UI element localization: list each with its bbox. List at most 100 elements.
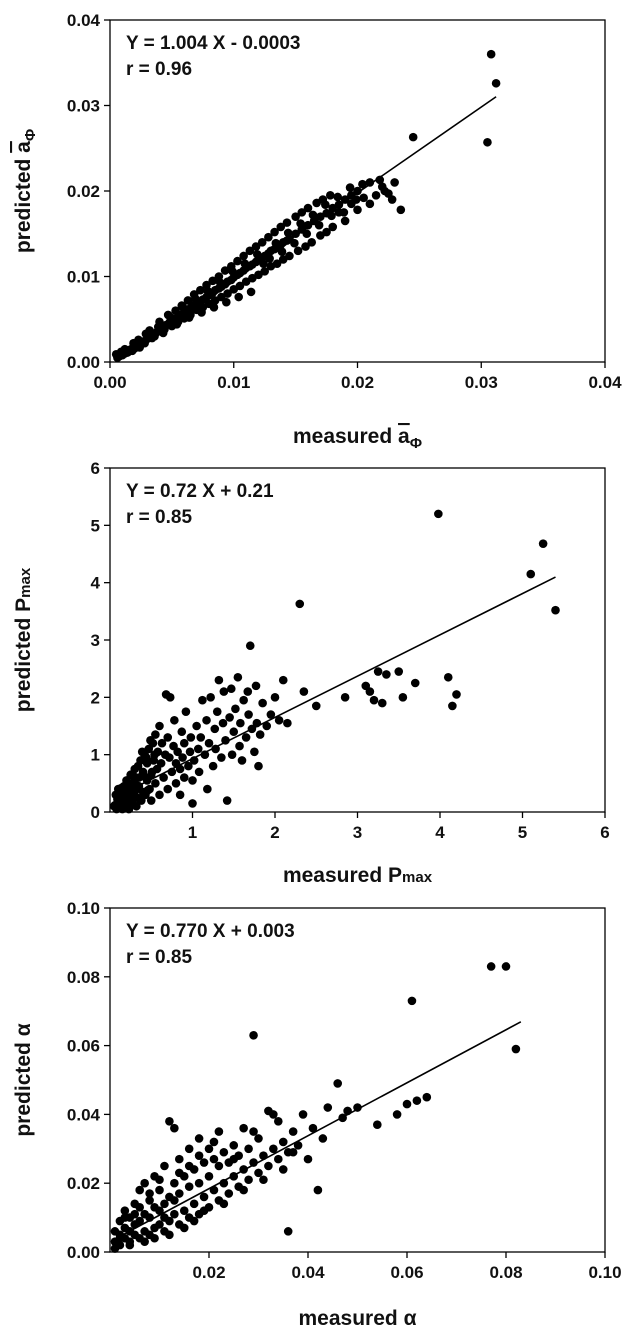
data-point [219,1147,229,1157]
data-point [151,730,160,739]
x-tick-label: 0.02 [341,373,374,392]
data-point [239,1123,248,1133]
data-point [412,1096,422,1105]
data-point [120,1213,130,1222]
data-point [390,178,399,187]
data-point [189,1216,199,1226]
y-tick-label: 3 [91,631,100,650]
data-point [235,281,245,291]
data-point [340,216,350,226]
data-point [407,996,417,1006]
data-point [191,294,200,304]
data-point [141,329,151,339]
data-point [333,1079,343,1088]
x-tick-label: 0.06 [390,1263,423,1282]
data-point [266,710,276,719]
data-point [188,799,197,808]
data-point [308,1123,318,1133]
data-point [231,704,240,714]
x-tick-label: 0.01 [217,373,250,392]
data-point [155,721,164,731]
data-point [132,801,141,811]
data-point [323,1103,333,1112]
data-point [375,175,385,185]
data-point [209,1137,219,1147]
data-point [175,790,185,800]
data-point [223,289,232,298]
regression-line [113,576,556,799]
data-point [387,195,397,204]
data-point [274,1116,283,1126]
x-tick-label: 5 [518,823,527,842]
regression-equation: Y = 1.004 X - 0.0003 [126,33,300,54]
data-point [402,1099,412,1109]
data-point [228,267,237,276]
data-point [313,1185,323,1195]
data-point [147,767,157,777]
y-tick-label: 0.03 [67,97,100,116]
data-point [200,750,210,759]
regression-equation: Y = 0.770 X + 0.003 [126,921,295,942]
data-point [262,721,272,731]
y-axis-title: predicted Pmax [12,567,35,712]
data-point [538,539,548,548]
data-point [333,192,343,202]
data-point [163,733,173,742]
data-point [274,1154,283,1164]
data-point [212,707,222,716]
data-point [214,1161,224,1171]
data-point [269,1144,278,1154]
y-tick-label: 2 [91,688,100,707]
data-point [140,1237,149,1246]
data-point [526,569,536,579]
data-point [241,733,251,742]
data-point [163,784,173,794]
data-point [222,796,232,805]
data-point [160,1199,169,1209]
data-point [196,285,205,295]
data-point [204,738,214,748]
y-axis-title: predicted α [12,1023,35,1136]
data-point [210,724,220,734]
data-point [259,1175,268,1185]
data-point [270,227,279,237]
y-tick-label: 1 [91,746,100,765]
data-point [199,1206,209,1216]
data-point [208,276,218,286]
data-point [422,1092,432,1102]
data-point [291,229,300,239]
data-point [193,744,203,754]
data-point [142,753,151,762]
data-point [224,1189,234,1198]
data-point [194,1151,204,1160]
data-point [184,761,193,771]
data-point [135,1202,144,1212]
y-tick-label: 0.10 [67,899,100,918]
data-point [452,690,461,699]
data-point [120,1206,130,1216]
data-point [244,1144,253,1154]
x-tick-label: 0.02 [192,1263,225,1282]
data-point [245,641,255,651]
data-point [265,254,274,263]
data-point [229,1141,239,1150]
data-point [297,208,307,217]
data-point [184,1144,194,1154]
data-point [219,1199,229,1209]
data-point [209,1154,219,1164]
data-point [183,296,193,305]
data-point [175,1154,184,1164]
data-point [448,701,457,711]
y-axis-title: predicted aΦ [12,129,39,253]
data-point [394,667,404,676]
x-axis-title: measured aΦ [293,425,422,452]
data-point [160,1213,169,1222]
data-point [271,238,281,248]
data-point [173,747,182,757]
y-tick-label: 0.04 [67,1105,101,1124]
data-point [140,1178,149,1188]
data-point [198,695,207,705]
data-point [143,785,153,795]
data-point [293,246,303,256]
data-point [339,208,349,217]
